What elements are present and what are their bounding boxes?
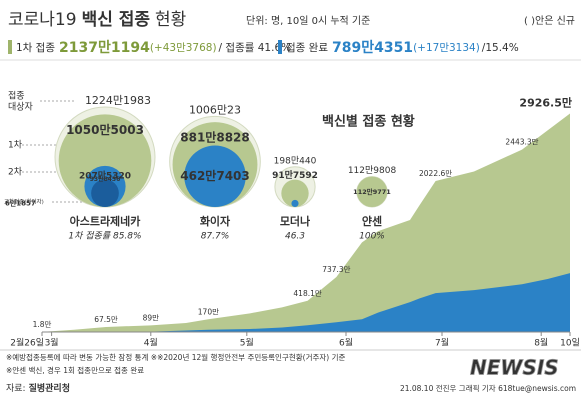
x-tick-label: 10일	[560, 338, 580, 349]
summary-count: 2137만1194	[59, 40, 150, 56]
x-tick-label: 6월	[339, 337, 353, 349]
bubble-diagram: 접종 대상자 1차 2차 교차접종(화이자) 백신별 접종 현황 1224만19…	[4, 90, 415, 242]
data-label: 2022.6만	[419, 169, 452, 178]
note: ( )안은 신규	[524, 15, 575, 27]
summary-label: 1차 접종	[16, 42, 55, 54]
row-label: 교차접종(화이자)	[4, 198, 44, 206]
bubble-label: 462만7403	[180, 168, 250, 183]
bubble-label: 207만5320	[79, 169, 131, 181]
bubble-label: 1050만5003	[66, 122, 144, 137]
source: 자료: 질병관리청	[6, 382, 70, 394]
bubble-label: 198만440	[274, 155, 317, 166]
bubble-label: 93만8456	[90, 175, 121, 183]
bubble-label: 1006만23	[189, 103, 241, 116]
area-chart: 1.8만 67.5만 89만 170만 418.1만 737.3만 2022.6만 2443.…	[10, 95, 580, 348]
vaccine-name: 얀센	[362, 214, 382, 228]
bubble-first	[58, 114, 152, 207]
vaccine-rate: 100%	[359, 232, 385, 242]
summary-count: 789만4351	[332, 40, 413, 56]
title-part: 코로나19	[8, 10, 77, 30]
bubble-first	[281, 179, 309, 207]
data-label: 737.3만	[322, 265, 350, 274]
title: 코로나19 백신 접종 현황	[8, 10, 186, 30]
row-label: 2차	[8, 166, 23, 178]
x-tick-label: 8월	[534, 337, 548, 349]
bubble-label: 881만8828	[180, 130, 250, 145]
data-label: 2926.5만	[519, 95, 572, 109]
area	[42, 273, 570, 332]
title-part: 백신 접종	[82, 10, 151, 30]
title-part: 현황	[155, 10, 186, 30]
summary-rate: /15.4%	[482, 42, 519, 54]
summary-rate: / 접종률 41.6%	[219, 42, 292, 54]
summary-complete: 접종 완료 789만4351(+17만3134)/15.4%	[286, 40, 519, 56]
bubble-label: 91만7592	[272, 169, 318, 181]
summary-new: (+17만3134)	[413, 42, 480, 54]
summary-first: 1차 접종 2137만1194(+43만3768) / 접종률 41.6%	[16, 40, 291, 56]
row-label: 대상자	[8, 102, 34, 113]
row-label: 1차	[8, 139, 23, 151]
bubble-second	[184, 145, 246, 207]
legend-swatch	[8, 40, 12, 54]
bubble-label: 1224만1983	[85, 94, 151, 107]
footnote: ※얀센 백신, 경우 1회 접종만으로 접종 완료	[6, 365, 144, 375]
data-label: 2443.3만	[505, 138, 538, 147]
data-label: 1.8만	[33, 320, 52, 329]
vaccine-rate: 46.3	[285, 232, 305, 242]
bubble-cross	[91, 179, 119, 208]
x-tick-label: 2월26일	[10, 337, 44, 349]
bubble-title: 백신별 접종 현황	[322, 114, 415, 130]
data-label: 170만	[198, 307, 219, 316]
vaccine-name: 아스트라제네카	[70, 214, 141, 228]
x-tick-label: 4월	[144, 337, 158, 349]
credit: 21.08.10 전진우 그래픽 기자 618tue@newsis.com	[400, 383, 576, 393]
vaccine-rate: 1차 접종률 85.8%	[68, 231, 141, 242]
summary-new: (+43만3768)	[150, 42, 217, 54]
watermark: NEWSIS	[470, 356, 559, 380]
bubble-label: 6만1857	[5, 198, 36, 207]
vaccine-rate: 87.7%	[201, 232, 230, 242]
bubble-second	[291, 199, 299, 208]
vaccine-name: 모더나	[280, 214, 310, 228]
footnote: ※예방접종등록에 따라 변동 가능한 잠정 통계 ※※2020년 12월 행정안…	[6, 352, 345, 362]
x-tick-label: 5월	[240, 337, 254, 349]
bubble-first	[356, 176, 388, 207]
data-label: 418.1만	[293, 289, 321, 298]
legend-swatch	[278, 40, 282, 54]
x-tick-label: 7월	[435, 337, 449, 349]
source-label: 자료:	[6, 383, 26, 394]
data-label: 67.5만	[94, 315, 118, 324]
vaccine-name: 화이자	[200, 214, 231, 228]
area	[42, 113, 570, 332]
summary-label: 접종 완료	[286, 41, 328, 54]
unit: 단위: 명, 10일 0시 누적 기준	[246, 14, 370, 27]
data-label: 89만	[143, 313, 160, 322]
row-label: 접종	[8, 90, 25, 102]
x-tick-label: 3월	[45, 337, 59, 349]
bubble-label: 112만9808	[348, 165, 397, 176]
bubble-label: 112만9771	[353, 187, 391, 196]
source-name: 질병관리청	[29, 382, 70, 394]
